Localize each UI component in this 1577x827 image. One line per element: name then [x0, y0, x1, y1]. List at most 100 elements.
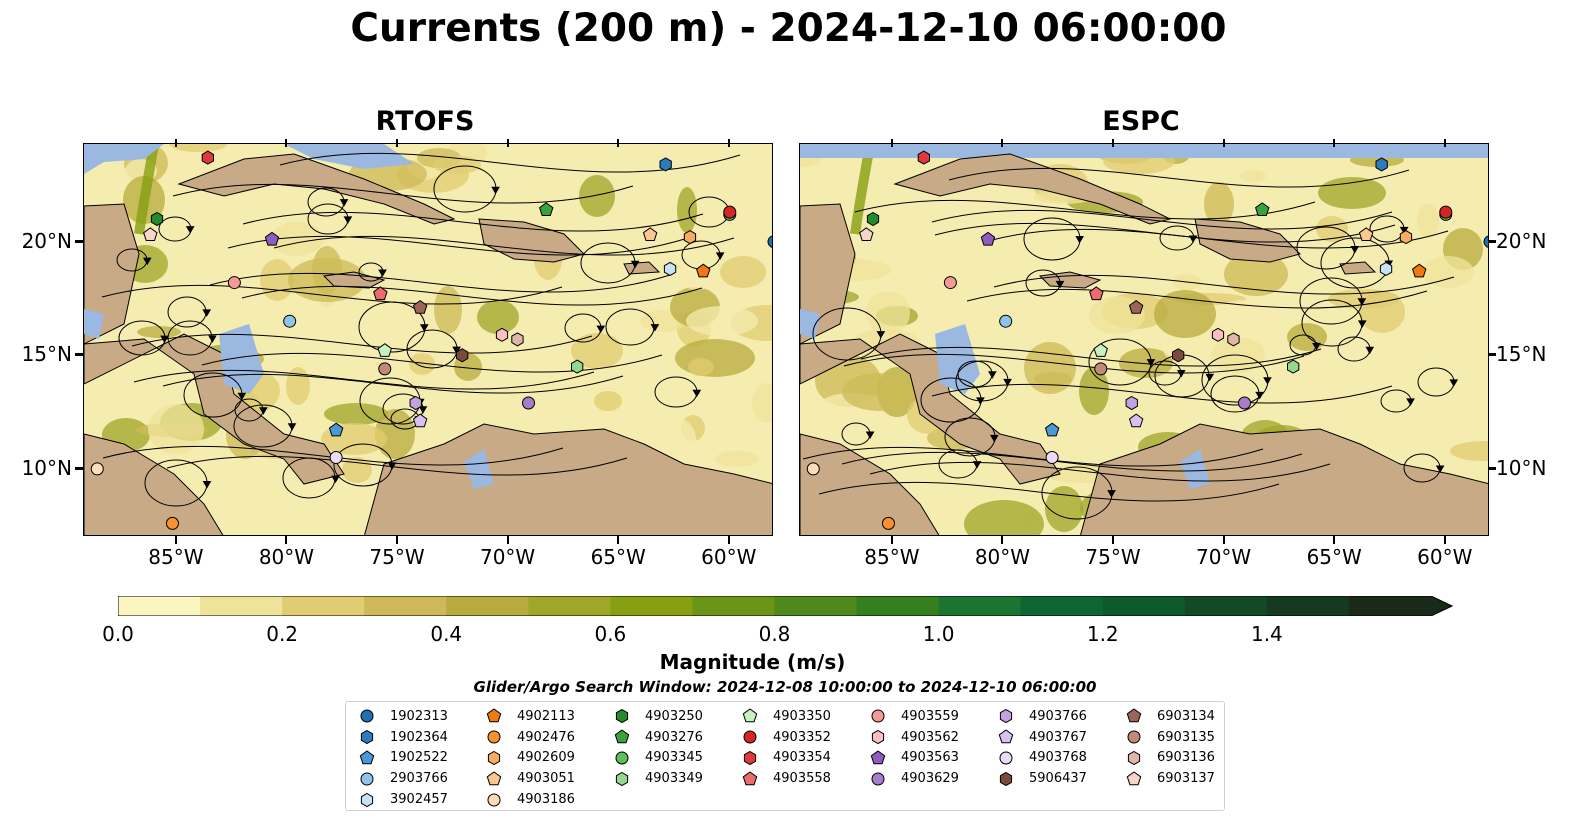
espc-current-map[interactable] [799, 143, 1489, 536]
float-marker-4903629[interactable] [1238, 396, 1252, 410]
float-marker-4903051[interactable] [1358, 227, 1374, 241]
colorbar-tick-label: 1.4 [1250, 622, 1283, 646]
float-marker-4903766[interactable] [1125, 395, 1138, 411]
float-marker-2903766[interactable] [999, 314, 1013, 328]
float-marker-4903559[interactable] [227, 276, 241, 290]
float-marker-4903250[interactable] [866, 211, 880, 227]
float-marker-4903352[interactable] [1439, 205, 1453, 219]
rtofs-current-map[interactable] [83, 143, 773, 536]
float-marker-4903349[interactable] [571, 359, 584, 374]
legend-item-4903250: 4903250 [611, 706, 703, 727]
float-marker-6903134[interactable] [1128, 299, 1144, 314]
float-marker-1902313[interactable] [1483, 235, 1489, 248]
pentagon-marker-icon [486, 771, 502, 785]
current-streamline [987, 228, 1449, 249]
float-marker-6903137[interactable] [859, 227, 874, 241]
legend-label: 1902522 [390, 750, 448, 766]
float-marker-6903135[interactable] [1094, 362, 1108, 376]
float-marker-6903137[interactable] [143, 227, 158, 241]
current-speed-patch [1359, 291, 1405, 333]
float-marker-4903276[interactable] [539, 202, 554, 216]
legend-item-4903767: 4903767 [995, 727, 1087, 748]
float-marker-4903629[interactable] [522, 396, 536, 410]
float-marker-4902609[interactable] [683, 230, 697, 245]
float-marker-4903767[interactable] [1128, 413, 1144, 428]
lon-tick-label: 65°W [590, 545, 646, 569]
legend-label: 4902609 [517, 750, 575, 766]
float-marker-4903350[interactable] [377, 343, 392, 357]
float-marker-6903134[interactable] [412, 299, 428, 314]
float-marker-6903136[interactable] [1227, 332, 1240, 347]
legend-column: 6903134 6903135 6903136 6903137 [1123, 706, 1215, 789]
float-marker-4903767[interactable] [412, 413, 428, 428]
legend-item-4903349: 4903349 [611, 768, 703, 789]
legend-item-4903354: 4903354 [739, 748, 831, 769]
float-marker-4903186[interactable] [806, 462, 820, 476]
float-marker-3902457[interactable] [1379, 261, 1393, 276]
float-marker-2903766[interactable] [283, 314, 297, 328]
current-streamline [841, 451, 1303, 472]
current-speed-patch [409, 353, 435, 375]
float-marker-4903766[interactable] [409, 395, 422, 411]
float-marker-1902522[interactable] [1044, 422, 1060, 437]
lon-tick-label: 80°W [974, 545, 1031, 569]
float-marker-4903349[interactable] [1287, 359, 1300, 374]
legend-label: 4903349 [645, 771, 703, 787]
streamline-arrow [339, 199, 349, 207]
float-marker-4903558[interactable] [1089, 286, 1104, 301]
float-marker-4903562[interactable] [1211, 327, 1225, 342]
float-marker-4902113[interactable] [696, 263, 711, 278]
eddy-streamline [1380, 389, 1412, 413]
current-streamline [931, 383, 1393, 404]
float-marker-4903352[interactable] [723, 205, 737, 219]
current-speed-patch [260, 259, 294, 301]
float-marker-4902476[interactable] [165, 516, 179, 530]
float-marker-4902113[interactable] [1412, 263, 1427, 278]
float-marker-4903768[interactable] [1045, 450, 1059, 464]
legend-label: 4903766 [1029, 708, 1087, 724]
eddy-streamline [580, 242, 636, 284]
float-marker-4903562[interactable] [495, 327, 509, 342]
float-marker-1902522[interactable] [328, 422, 344, 437]
float-marker-4903350[interactable] [1093, 343, 1108, 357]
current-streamline [802, 446, 1264, 467]
float-marker-4903558[interactable] [373, 286, 388, 301]
hexagon-marker-icon [871, 730, 885, 745]
float-marker-4902609[interactable] [1399, 230, 1413, 245]
float-marker-4903563[interactable] [980, 231, 996, 246]
float-marker-5906437[interactable] [1172, 348, 1185, 363]
float-marker-4903186[interactable] [90, 462, 104, 476]
legend-label: 4903352 [773, 729, 831, 745]
float-marker-4903768[interactable] [329, 450, 343, 464]
hexagon-marker-icon [1127, 750, 1141, 766]
float-marker-1902364[interactable] [1375, 157, 1388, 172]
legend-label: 4903629 [901, 771, 959, 787]
float-marker-1902313[interactable] [767, 235, 773, 248]
float-marker-4903559[interactable] [943, 276, 957, 290]
float-marker-4903250[interactable] [150, 211, 164, 227]
streamline-arrow [1003, 378, 1012, 387]
float-marker-4903051[interactable] [642, 227, 658, 241]
lon-tick-mark [1222, 139, 1225, 147]
float-marker-1902364[interactable] [659, 157, 672, 172]
float-marker-4903354[interactable] [201, 150, 214, 165]
legend-label: 6903134 [1157, 708, 1215, 724]
streamline-arrow [202, 309, 212, 317]
streamline-arrow [418, 406, 428, 414]
float-marker-4902476[interactable] [881, 516, 895, 530]
figure-title: Currents (200 m) - 2024-12-10 06:00:00 [350, 6, 1227, 51]
streamline-arrow [1107, 490, 1116, 498]
float-marker-3902457[interactable] [663, 261, 677, 276]
float-marker-4903276[interactable] [1255, 202, 1270, 216]
float-marker-5906437[interactable] [456, 348, 469, 363]
float-marker-4903354[interactable] [917, 150, 930, 165]
float-marker-4903563[interactable] [264, 231, 280, 246]
legend-label: 4903186 [517, 792, 575, 808]
eddy-streamline [841, 422, 871, 446]
float-marker-6903135[interactable] [378, 362, 392, 376]
float-marker-6903136[interactable] [511, 332, 524, 347]
hexagon-marker-icon [360, 730, 374, 745]
current-speed-patch [1306, 385, 1356, 409]
legend-label: 6903135 [1157, 729, 1215, 745]
lon-tick-mark [1112, 536, 1115, 544]
